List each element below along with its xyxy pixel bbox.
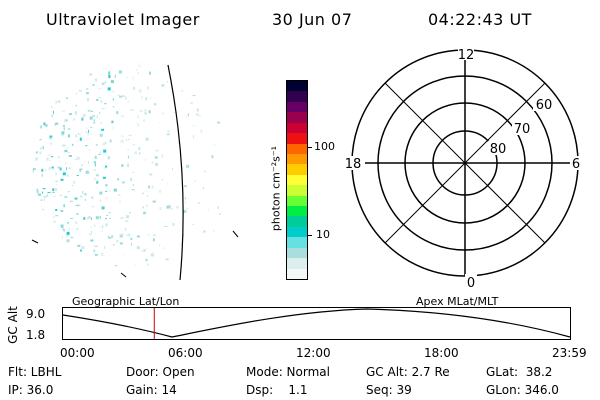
instrument-title: Ultraviolet Imager — [46, 10, 200, 29]
ip-status: IP: 36.0 — [8, 383, 54, 397]
geographic-latitude: GLat: 38.2 — [486, 365, 553, 379]
colorbar-segment — [287, 174, 307, 186]
colorbar-segment — [287, 122, 307, 134]
filter-status: Flt: LBHL — [8, 365, 62, 379]
colorbar-segment — [287, 112, 307, 123]
altitude-curve — [62, 308, 571, 338]
timeline-y-label-max: 9.0 — [26, 307, 46, 321]
observation-date: 30 Jun 07 — [272, 10, 353, 29]
colorbar-segment — [287, 195, 307, 207]
timeline-axis-label: GC Alt — [6, 306, 20, 344]
mlt-label-12: 12 — [458, 48, 475, 63]
timeline-left-title: Geographic Lat/Lon — [72, 295, 180, 308]
colorbar-segment — [287, 164, 307, 175]
colorbar-segment — [287, 91, 307, 102]
geographic-longitude: GLon: 346.0 — [486, 383, 559, 397]
timeline-x-label: 12:00 — [296, 346, 331, 360]
colorbar-tick-label: 10 — [316, 228, 330, 241]
colorbar — [286, 80, 308, 280]
timeline-x-label: 18:00 — [424, 346, 459, 360]
observation-time: 04:22:43 UT — [428, 10, 532, 29]
colorbar-segment — [287, 81, 307, 92]
colorbar-segment — [287, 206, 307, 217]
coastline-fragment — [232, 230, 239, 238]
gain-status: Gain: 14 — [126, 383, 177, 397]
polar-plot: 12 18 6 0 60 70 80 — [343, 47, 582, 290]
colorbar-segment — [287, 226, 307, 238]
timeline-right-title: Apex MLat/MLT — [416, 295, 499, 308]
colorbar-segment — [287, 185, 307, 196]
auroral-image — [31, 63, 239, 281]
colorbar-unit-label: photon cm⁻²s⁻¹ — [269, 145, 283, 232]
diagonal-axis — [384, 82, 546, 244]
colorbar-tick-label: 100 — [314, 140, 335, 153]
colorbar-segment — [287, 153, 307, 165]
lat-label-80: 80 — [490, 142, 507, 157]
timeline-x-label: 23:59 — [552, 346, 587, 360]
colorbar-segment — [287, 268, 307, 280]
colorbar-segment — [287, 101, 307, 113]
terminator-line — [167, 64, 184, 281]
colorbar-segment — [287, 133, 307, 144]
colorbar-tick — [307, 147, 312, 148]
timeline-axis-label-wrap: GC Alt — [2, 306, 24, 346]
sequence-status: Seq: 39 — [366, 383, 412, 397]
colorbar-unit-label-wrap: photon cm⁻²s⁻¹ — [268, 140, 284, 240]
colorbar-segment — [287, 247, 307, 259]
coastline-fragment — [31, 239, 39, 244]
lat-label-70: 70 — [514, 122, 531, 137]
mode-status: Mode: Normal — [246, 365, 330, 379]
colorbar-tick — [307, 235, 312, 236]
colorbar-segment — [287, 143, 307, 154]
auroral-emission-speckles — [32, 63, 221, 268]
timeline-x-label: 06:00 — [168, 346, 203, 360]
mlt-label-0: 0 — [467, 276, 475, 290]
timeline-plot — [62, 307, 571, 340]
timeline-x-label: 00:00 — [60, 346, 95, 360]
colorbar-segment — [287, 216, 307, 227]
mlt-label-6: 6 — [572, 157, 580, 172]
door-status: Door: Open — [126, 365, 195, 379]
mlt-label-18: 18 — [345, 157, 362, 172]
timeline-y-label-min: 1.8 — [26, 328, 46, 342]
coastline-fragment — [120, 272, 127, 278]
colorbar-segment — [287, 237, 307, 248]
colorbar-segment — [287, 258, 307, 269]
lat-label-60: 60 — [536, 98, 553, 113]
gc-altitude-status: GC Alt: 2.7 Re — [366, 365, 450, 379]
dsp-status: Dsp: 1.1 — [246, 383, 308, 397]
